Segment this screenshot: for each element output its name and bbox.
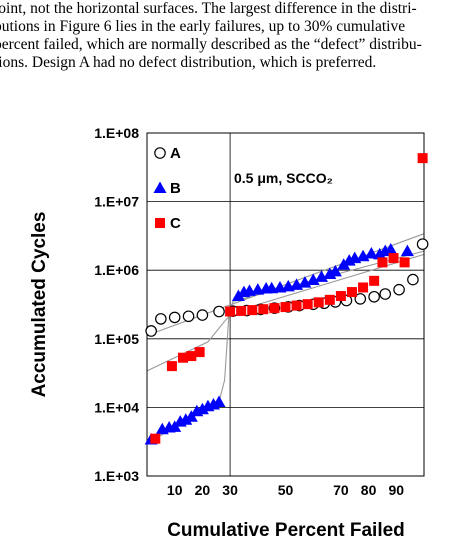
data-point bbox=[196, 309, 209, 321]
x-tick-label: 10 bbox=[167, 482, 183, 498]
condition-annotation: 0.5 μm, SCCO₂ bbox=[234, 170, 333, 186]
data-point bbox=[212, 395, 226, 407]
y-axis-ticks: 1.E+03 1.E+04 1.E+05 1.E+06 1.E+07 1.E+08 bbox=[94, 125, 139, 484]
data-point bbox=[269, 303, 280, 314]
data-point bbox=[354, 293, 367, 305]
y-axis-title: Accumulated Cycles bbox=[29, 212, 50, 398]
data-point bbox=[186, 351, 197, 362]
x-tick-label: 30 bbox=[222, 482, 238, 498]
x-tick-label: 80 bbox=[361, 482, 377, 498]
x-tick-label: 70 bbox=[333, 482, 349, 498]
series-B bbox=[144, 243, 414, 445]
data-point bbox=[416, 238, 429, 250]
data-point bbox=[373, 247, 387, 260]
body-text: joint, not the horizontal surfaces. The … bbox=[0, 0, 464, 72]
x-tick-label: 20 bbox=[195, 482, 211, 498]
text-line-4: tions. Design A had no defect distributi… bbox=[0, 54, 377, 71]
text-line-1: joint, not the horizontal surfaces. The … bbox=[0, 0, 417, 17]
x-tick-label: 90 bbox=[389, 482, 405, 498]
series-C bbox=[150, 153, 428, 444]
legend: A B C bbox=[153, 145, 181, 232]
data-point bbox=[168, 311, 181, 324]
data-point bbox=[225, 306, 236, 317]
data-point bbox=[195, 402, 209, 415]
data-point bbox=[407, 273, 419, 286]
y-tick-label: 1.E+07 bbox=[94, 194, 139, 210]
data-point bbox=[328, 264, 342, 277]
plot-area bbox=[146, 132, 425, 477]
legend-marker-C bbox=[155, 218, 165, 228]
x-axis-title: Cumulative Percent Failed bbox=[167, 520, 405, 538]
data-point bbox=[155, 313, 167, 325]
data-point bbox=[194, 347, 205, 358]
y-tick-label: 1.E+08 bbox=[94, 125, 139, 141]
legend-marker-A bbox=[154, 147, 166, 159]
data-point bbox=[324, 294, 335, 305]
legend-label: C bbox=[170, 215, 181, 232]
legend-label: B bbox=[170, 180, 181, 197]
data-point bbox=[236, 305, 247, 316]
data-point bbox=[182, 310, 195, 323]
data-point bbox=[377, 257, 388, 268]
data-point bbox=[368, 290, 380, 303]
data-point bbox=[150, 433, 161, 444]
data-point bbox=[335, 291, 346, 302]
x-axis-ticks: 10 20 30 50 70 80 90 bbox=[167, 482, 404, 498]
y-tick-label: 1.E+03 bbox=[94, 468, 139, 484]
data-point bbox=[145, 325, 157, 337]
y-tick-label: 1.E+05 bbox=[94, 331, 139, 347]
data-point bbox=[388, 253, 399, 264]
data-point bbox=[231, 289, 245, 302]
data-point bbox=[369, 275, 380, 286]
fit-line-b bbox=[146, 250, 425, 444]
data-point bbox=[358, 282, 369, 293]
data-point bbox=[280, 302, 291, 313]
data-point bbox=[306, 273, 320, 285]
data-point bbox=[379, 288, 392, 300]
data-point bbox=[346, 287, 357, 298]
data-point bbox=[313, 297, 324, 308]
legend-marker-B bbox=[153, 181, 167, 193]
data-point bbox=[178, 352, 189, 363]
data-point bbox=[384, 243, 398, 255]
data-point bbox=[302, 299, 313, 310]
data-point bbox=[393, 283, 405, 296]
y-tick-label: 1.E+06 bbox=[94, 262, 139, 278]
x-tick-label: 50 bbox=[278, 482, 294, 498]
data-point bbox=[291, 300, 302, 311]
text-line-2: butions in Figure 6 lies in the early fa… bbox=[0, 18, 406, 35]
data-point bbox=[166, 361, 177, 372]
data-point bbox=[364, 247, 378, 259]
data-point bbox=[179, 413, 193, 425]
data-point bbox=[258, 304, 269, 315]
data-point bbox=[213, 305, 225, 318]
data-series bbox=[144, 153, 429, 445]
data-point bbox=[417, 153, 428, 164]
data-point bbox=[247, 305, 258, 316]
legend-label: A bbox=[170, 145, 181, 162]
data-point bbox=[399, 257, 410, 268]
text-line-3: percent failed, which are normally descr… bbox=[0, 36, 422, 53]
data-point bbox=[400, 244, 414, 257]
y-tick-label: 1.E+04 bbox=[94, 399, 139, 415]
